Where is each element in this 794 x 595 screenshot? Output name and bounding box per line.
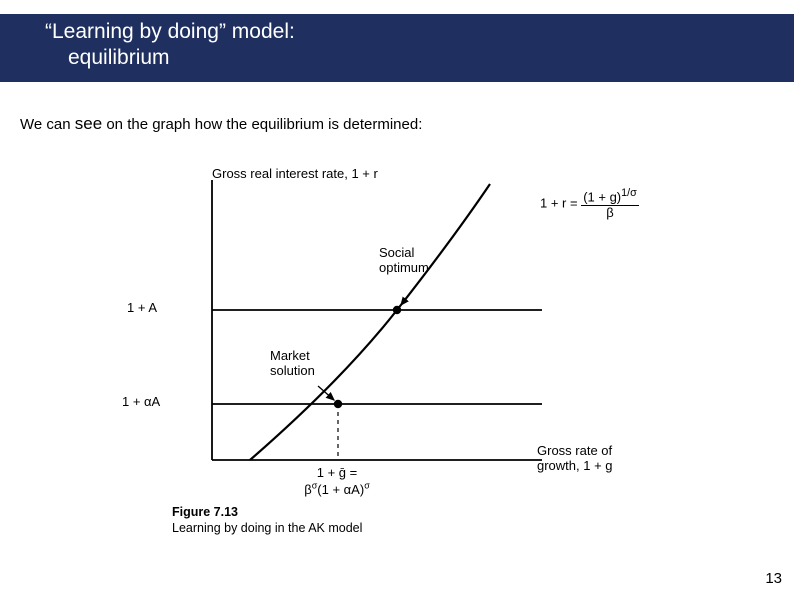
figure: Gross real interest rate, 1 + r 1 + r = … — [122, 160, 682, 530]
body-text-prefix: We can — [20, 116, 75, 133]
x-axis-title: Gross rate of growth, 1 + g — [537, 444, 613, 474]
y-axis-title: Gross real interest rate, 1 + r — [212, 166, 378, 181]
slide-title-line1: “Learning by doing” model: — [45, 20, 295, 44]
x-tick: 1 + ḡ = βσ(1 + αA)σ — [277, 466, 397, 498]
slide-title-line2: equilibrium — [68, 46, 170, 70]
equilibrium-curve — [250, 184, 490, 460]
label-market-solution: Market solution — [270, 349, 315, 379]
x-tick-l2: βσ(1 + αA)σ — [304, 482, 370, 497]
curve-equation: 1 + r = (1 + g)1/σ β — [540, 188, 639, 220]
y-tick-upper: 1 + A — [127, 300, 157, 315]
eq-den: β — [581, 206, 639, 220]
body-text: We can see on the graph how the equilibr… — [20, 114, 422, 134]
figure-caption-text: Learning by doing in the AK model — [172, 521, 362, 535]
eq-lhs: 1 + r = — [540, 195, 581, 210]
social-optimum-dot — [393, 306, 401, 314]
eq-num: (1 + g) — [583, 189, 621, 204]
page-number: 13 — [765, 570, 782, 587]
slide-header: “Learning by doing” model: equilibrium — [0, 14, 794, 82]
label-social-optimum: Social optimum — [379, 246, 429, 276]
y-tick-lower: 1 + αA — [122, 394, 160, 409]
body-text-emph: see — [75, 114, 102, 133]
arrow-social — [401, 278, 422, 305]
eq-exp: 1/σ — [621, 187, 637, 199]
body-text-suffix: on the graph how the equilibrium is dete… — [102, 116, 422, 133]
figure-caption-number: Figure 7.13 — [172, 505, 238, 519]
